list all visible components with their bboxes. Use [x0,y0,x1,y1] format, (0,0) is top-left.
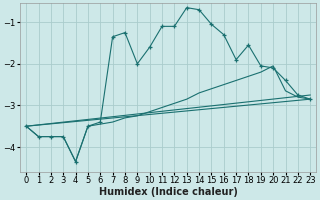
X-axis label: Humidex (Indice chaleur): Humidex (Indice chaleur) [99,187,238,197]
